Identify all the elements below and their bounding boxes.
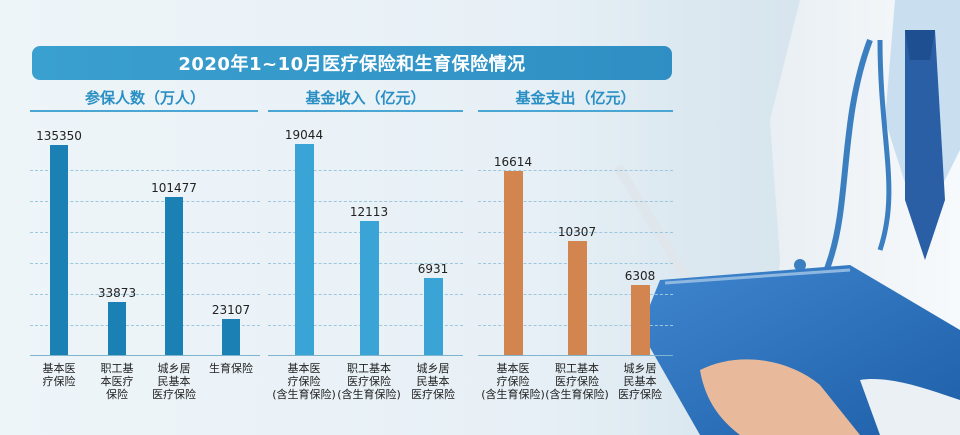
- category-label: 城乡居 民基本 医疗保险: [152, 362, 196, 401]
- category-label: 生育保险: [209, 362, 253, 375]
- grid-line: [30, 263, 260, 264]
- grid-line: [268, 170, 463, 171]
- bar: [294, 143, 314, 355]
- panel-title-fund-income: 基金收入（亿元）: [305, 88, 426, 107]
- data-label: 12113: [349, 204, 389, 219]
- panel-divider: [268, 110, 463, 112]
- data-label: 6931: [417, 262, 449, 277]
- category-label: 职工基 本医疗 保险: [100, 362, 134, 401]
- grid-line: [30, 325, 260, 326]
- bar: [567, 240, 587, 355]
- grid-line: [478, 232, 673, 233]
- data-label: 23107: [211, 303, 251, 318]
- data-label: 101477: [151, 181, 197, 196]
- bar: [359, 220, 379, 355]
- data-label: 135350: [36, 128, 82, 143]
- panel-divider: [478, 110, 673, 112]
- data-label: 33873: [97, 286, 137, 301]
- panel-title-fund-expense: 基金支出（亿元）: [515, 88, 636, 107]
- panel-title-enrollment: 参保人数（万人）: [84, 88, 205, 107]
- grid-line: [30, 232, 260, 233]
- chart-main-title: 2020年1~10月医疗保险和生育保险情况: [32, 46, 672, 80]
- grid-line: [268, 201, 463, 202]
- category-label: 职工基本 医疗保险 (含生育保险): [337, 362, 401, 401]
- data-label: 10307: [557, 224, 597, 239]
- bar: [50, 144, 68, 355]
- grid-line: [30, 170, 260, 171]
- grid-line: [478, 170, 673, 171]
- data-label: 6308: [624, 269, 656, 283]
- grid-line: [30, 294, 260, 295]
- x-axis-baseline: [30, 355, 260, 356]
- bar: [165, 197, 183, 355]
- data-label: 19044: [284, 127, 324, 142]
- grid-line: [478, 201, 673, 202]
- bar: [222, 319, 240, 355]
- bar: [630, 285, 650, 355]
- category-label: 基本医 疗保险 (含生育保险): [272, 362, 336, 401]
- grid-line: [30, 201, 260, 202]
- data-label: 16614: [493, 154, 533, 169]
- x-axis-baseline: [478, 355, 673, 356]
- category-label: 职工基本 医疗保险 (含生育保险): [545, 362, 609, 401]
- category-label: 基本医 疗保险: [42, 362, 76, 388]
- bar: [503, 170, 523, 355]
- bar: [423, 278, 443, 355]
- x-axis-baseline: [268, 355, 463, 356]
- panel-divider: [30, 110, 258, 112]
- category-label: 城乡居 民基本 医疗保险: [618, 362, 662, 401]
- category-label: 基本医 疗保险 (含生育保险): [481, 362, 545, 401]
- category-label: 城乡居 民基本 医疗保险: [411, 362, 455, 401]
- bar: [108, 302, 126, 355]
